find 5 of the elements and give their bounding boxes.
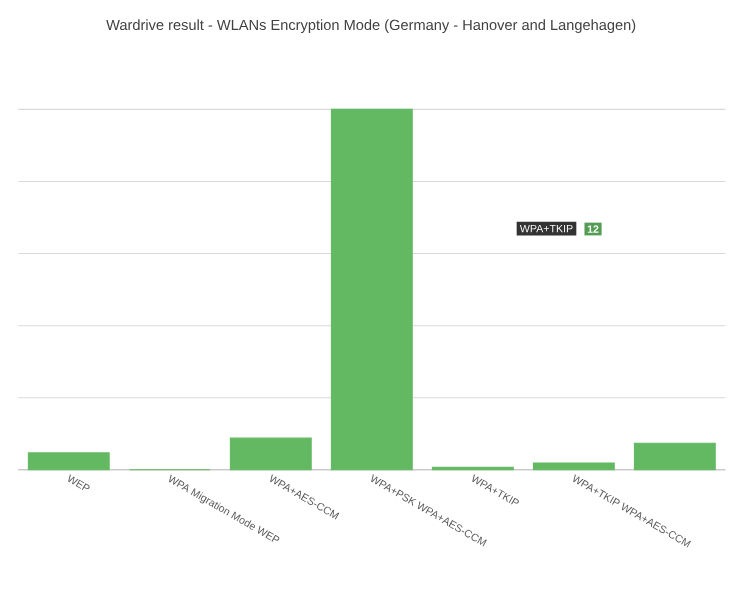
bar	[27, 452, 110, 471]
bar	[633, 442, 716, 471]
bar	[330, 108, 413, 471]
bar	[229, 437, 312, 471]
bar	[532, 462, 615, 471]
